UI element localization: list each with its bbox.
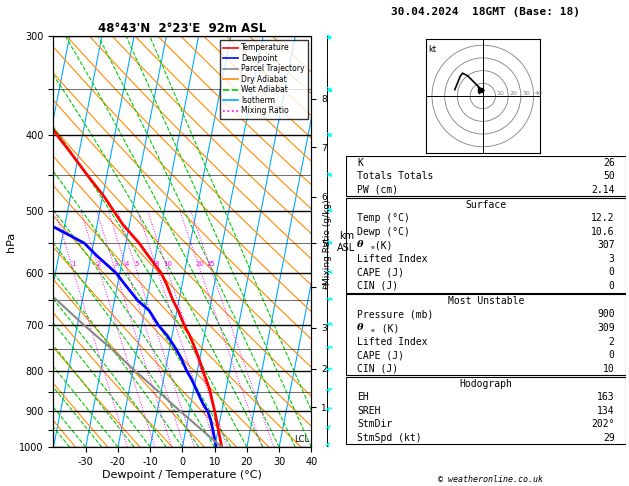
Text: Lifted Index: Lifted Index [357, 337, 428, 347]
Text: 0: 0 [609, 281, 615, 291]
Text: 2: 2 [609, 337, 615, 347]
Text: CIN (J): CIN (J) [357, 281, 398, 291]
Text: CAPE (J): CAPE (J) [357, 267, 404, 278]
Text: 163: 163 [597, 392, 615, 402]
Text: 20: 20 [509, 91, 517, 96]
Text: 134: 134 [597, 406, 615, 416]
Text: Dewp (°C): Dewp (°C) [357, 227, 410, 237]
Text: 29: 29 [603, 433, 615, 443]
Text: StmSpd (kt): StmSpd (kt) [357, 433, 422, 443]
Text: Surface: Surface [465, 200, 506, 209]
Text: 40: 40 [535, 91, 543, 96]
Text: 1: 1 [71, 261, 75, 267]
Text: Most Unstable: Most Unstable [448, 296, 524, 306]
Text: 0: 0 [609, 267, 615, 278]
Text: Mixing Ratio (g/kg): Mixing Ratio (g/kg) [323, 199, 331, 285]
Text: θ: θ [357, 240, 364, 249]
Text: 2.14: 2.14 [591, 185, 615, 195]
Text: 202°: 202° [591, 419, 615, 429]
Text: 12.2: 12.2 [591, 213, 615, 223]
Text: Hodograph: Hodograph [459, 379, 513, 389]
Text: 25: 25 [207, 261, 216, 267]
Text: 309: 309 [597, 323, 615, 333]
X-axis label: Dewpoint / Temperature (°C): Dewpoint / Temperature (°C) [103, 469, 262, 480]
Text: 3: 3 [113, 261, 118, 267]
Text: 307: 307 [597, 240, 615, 250]
Text: Temp (°C): Temp (°C) [357, 213, 410, 223]
Y-axis label: km
ASL: km ASL [337, 231, 355, 253]
Text: CIN (J): CIN (J) [357, 364, 398, 374]
Text: 30.04.2024  18GMT (Base: 18): 30.04.2024 18GMT (Base: 18) [391, 7, 581, 17]
Text: 4: 4 [125, 261, 130, 267]
Text: 900: 900 [597, 310, 615, 319]
Text: © weatheronline.co.uk: © weatheronline.co.uk [438, 474, 543, 484]
Text: StmDir: StmDir [357, 419, 392, 429]
Text: Totals Totals: Totals Totals [357, 171, 433, 181]
Text: 10: 10 [497, 91, 504, 96]
Text: EH: EH [357, 392, 369, 402]
Text: LCL: LCL [294, 435, 309, 444]
Text: Lifted Index: Lifted Index [357, 254, 428, 264]
Title: 48°43'N  2°23'E  92m ASL: 48°43'N 2°23'E 92m ASL [98, 22, 267, 35]
Text: 10: 10 [603, 364, 615, 374]
Text: CAPE (J): CAPE (J) [357, 350, 404, 360]
Text: PW (cm): PW (cm) [357, 185, 398, 195]
Text: 10.6: 10.6 [591, 227, 615, 237]
Text: 5: 5 [135, 261, 139, 267]
Text: ₑ(K): ₑ(K) [370, 240, 393, 250]
Text: 50: 50 [603, 171, 615, 181]
Text: 3: 3 [609, 254, 615, 264]
Text: kt: kt [428, 45, 437, 54]
Y-axis label: hPa: hPa [6, 232, 16, 252]
Text: 10: 10 [163, 261, 172, 267]
Text: 20: 20 [196, 261, 204, 267]
Text: 26: 26 [603, 157, 615, 168]
Text: θ: θ [357, 323, 364, 332]
Text: K: K [357, 157, 363, 168]
Text: 2: 2 [97, 261, 101, 267]
Text: 0: 0 [609, 350, 615, 360]
Text: ₑ (K): ₑ (K) [370, 323, 399, 333]
Text: Pressure (mb): Pressure (mb) [357, 310, 433, 319]
Text: 8: 8 [155, 261, 159, 267]
Legend: Temperature, Dewpoint, Parcel Trajectory, Dry Adiabat, Wet Adiabat, Isotherm, Mi: Temperature, Dewpoint, Parcel Trajectory… [220, 40, 308, 119]
Text: 30: 30 [522, 91, 530, 96]
Text: SREH: SREH [357, 406, 381, 416]
